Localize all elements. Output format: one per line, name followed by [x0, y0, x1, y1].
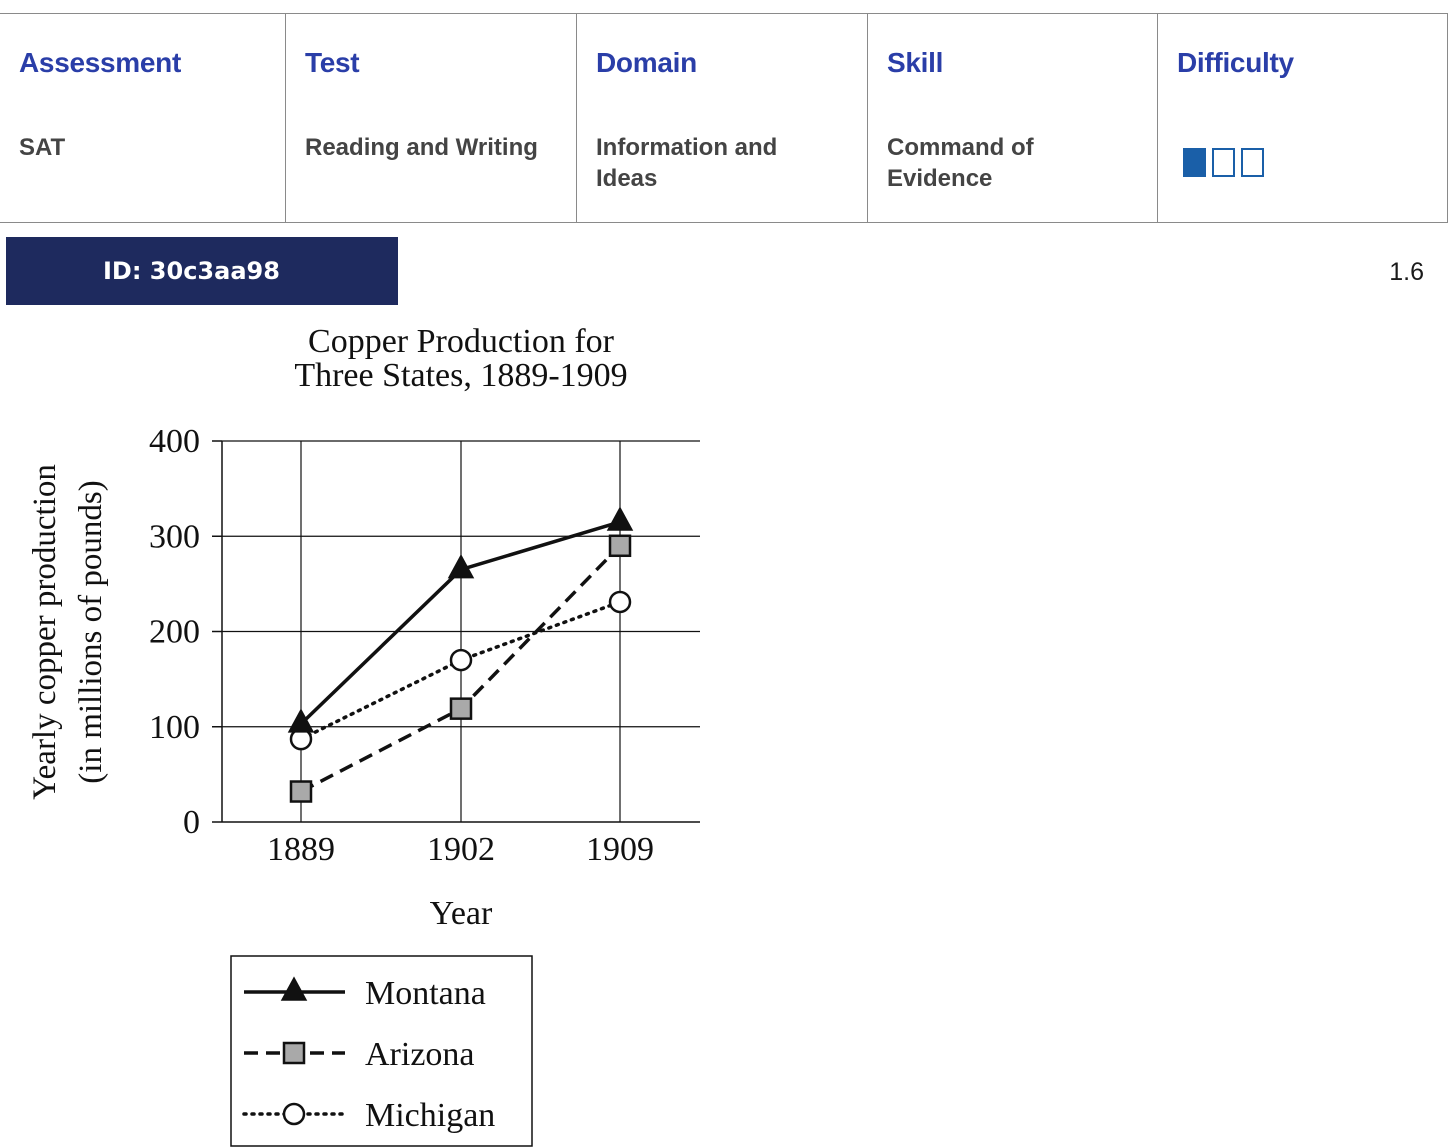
skill-value: Command of Evidence — [887, 134, 1034, 192]
meta-col-assessment: Assessment SAT — [0, 14, 285, 222]
data-point-arizona — [289, 780, 313, 803]
meta-col-domain: Domain Information and Ideas — [576, 14, 867, 222]
data-point-montana — [287, 708, 315, 733]
question-id: ID: 30c3aa98 — [103, 257, 280, 285]
domain-value: Information and Ideas — [596, 134, 778, 192]
difficulty-indicator — [1183, 148, 1264, 177]
x-tick-label: 1902 — [427, 831, 495, 868]
chart-title: Copper Production for — [308, 323, 615, 360]
assessment-value: SAT — [19, 134, 66, 161]
x-tick-label: 1909 — [586, 831, 654, 868]
y-tick-label: 100 — [149, 709, 200, 746]
difficulty-box-empty — [1212, 148, 1235, 177]
meta-col-difficulty: Difficulty — [1157, 14, 1448, 222]
y-axis-label-line: Yearly copper production — [27, 464, 63, 800]
data-point-michigan — [449, 648, 473, 672]
difficulty-header: Difficulty — [1177, 47, 1294, 78]
chart-title: Three States, 1889-1909 — [294, 357, 627, 394]
version-label: 1.6 — [1389, 258, 1424, 286]
domain-header: Domain — [596, 47, 697, 78]
data-point-michigan — [608, 590, 632, 614]
y-axis-label-line: (in millions of pounds) — [73, 480, 109, 783]
skill-header: Skill — [887, 47, 944, 78]
test-header: Test — [305, 47, 360, 78]
meta-col-test: Test Reading and Writing — [285, 14, 576, 222]
meta-col-skill: Skill Command of Evidence — [867, 14, 1157, 222]
difficulty-box-filled — [1183, 148, 1206, 177]
legend-label-michigan: Michigan — [365, 1097, 495, 1134]
y-tick-label: 200 — [149, 614, 200, 651]
legend-box — [230, 955, 533, 1147]
data-point-arizona — [449, 697, 473, 720]
legend-marker-arizona — [282, 1041, 306, 1065]
legend-label-arizona: Arizona — [365, 1036, 475, 1073]
data-point-montana — [606, 506, 634, 531]
assessment-header: Assessment — [19, 47, 181, 78]
legend-marker-michigan — [282, 1102, 306, 1126]
data-point-arizona — [608, 534, 632, 558]
legend-label-montana: Montana — [365, 975, 486, 1012]
metadata-table: Assessment SAT Test Reading and Writing … — [0, 13, 1448, 223]
y-tick-label: 400 — [149, 423, 200, 460]
x-axis-label: Year — [430, 895, 493, 932]
y-tick-label: 0 — [183, 804, 200, 841]
x-tick-label: 1889 — [267, 831, 335, 868]
data-point-montana — [447, 554, 475, 579]
test-value: Reading and Writing — [305, 134, 538, 161]
difficulty-box-empty — [1241, 148, 1264, 177]
question-id-banner: ID: 30c3aa98 — [6, 237, 398, 305]
y-axis-label: Yearly copper production (in millions of … — [27, 464, 109, 800]
y-tick-label: 300 — [149, 518, 200, 555]
legend-marker-montana — [280, 976, 308, 1001]
